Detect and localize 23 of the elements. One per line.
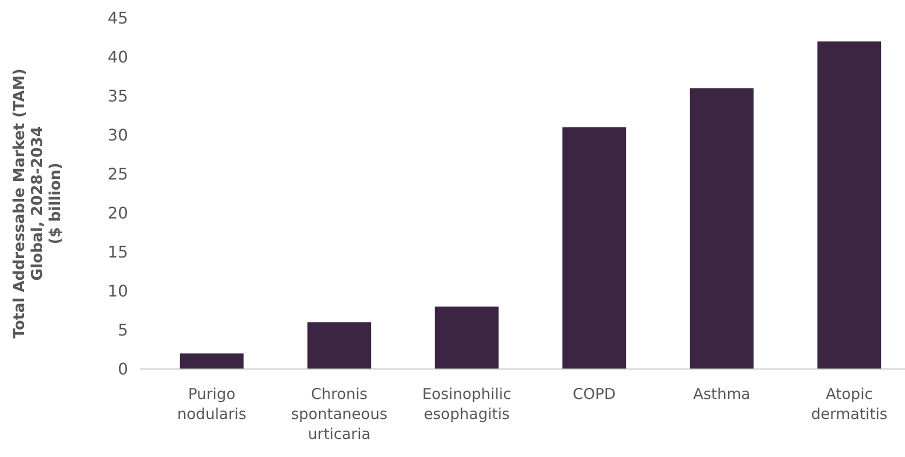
y-tick-label: 25 xyxy=(108,164,128,184)
y-tick-label: 45 xyxy=(108,8,128,28)
y-axis-title: Total Addressable Market (TAM) Global, 2028-2034 ($ billion) xyxy=(10,68,64,339)
bar xyxy=(562,127,626,369)
x-tick-label: Chronis spontaneous urticaria xyxy=(291,385,388,443)
bar xyxy=(690,88,754,369)
x-tick-label: Asthma xyxy=(693,385,750,403)
x-tick-label: Atopic dermatitis xyxy=(811,385,888,423)
y-tick-label: 20 xyxy=(108,204,128,223)
y-tick-label: 40 xyxy=(108,48,128,67)
bar xyxy=(817,41,882,369)
y-tick-label: 15 xyxy=(108,242,128,262)
y-tick-label: 5 xyxy=(118,320,128,340)
y-tick-label: 35 xyxy=(108,86,128,106)
bar xyxy=(307,322,372,369)
x-tick-label: Eosinophilic esophagitis xyxy=(422,385,512,423)
x-tick-label: Purigo nodularis xyxy=(177,385,247,423)
bar xyxy=(180,353,244,369)
x-tick-label: COPD xyxy=(572,385,616,403)
bar xyxy=(434,306,499,369)
y-tick-label: 10 xyxy=(108,282,128,301)
y-tick-label: 0 xyxy=(118,360,128,379)
y-tick-label: 30 xyxy=(108,126,128,145)
